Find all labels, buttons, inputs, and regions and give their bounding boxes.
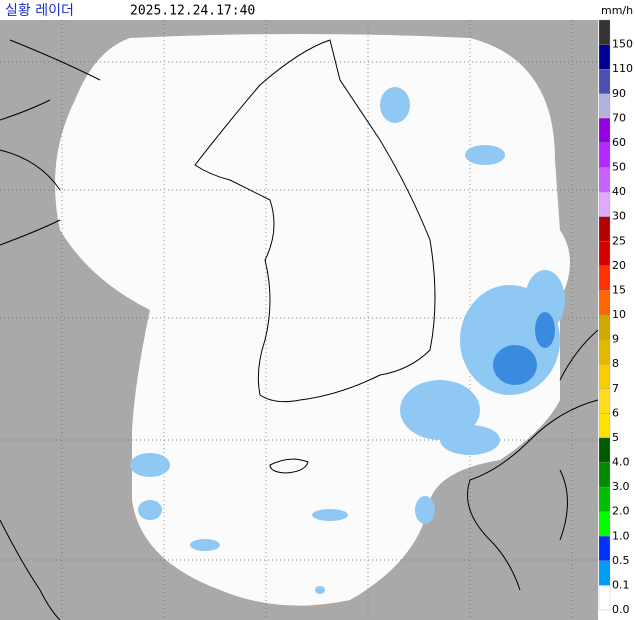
legend-swatch (598, 511, 611, 537)
legend-label: 10 (612, 308, 626, 321)
legend-label: 8 (612, 357, 619, 370)
legend-label: 0.1 (612, 578, 630, 591)
legend: 150 110 90 70 60 50 40 30 25 20 15 10 9 8 7 6 5 4.0 3.0 2.0… (598, 19, 633, 616)
legend-label: 150 (612, 38, 633, 51)
timestamp: 2025.12.24.17:40 (130, 4, 255, 19)
title: 실황 레이더 (5, 3, 74, 19)
unit: mm/h (601, 4, 633, 17)
legend-swatch (598, 486, 611, 512)
legend-swatch (598, 462, 611, 488)
legend-swatch (598, 69, 611, 94)
legend-label: 20 (612, 259, 626, 272)
legend-swatch (598, 388, 611, 414)
legend-label: 5 (612, 431, 619, 444)
legend-swatch (598, 560, 611, 586)
legend-label: 2.0 (612, 505, 630, 518)
legend-label: 40 (612, 185, 626, 198)
legend-label: 6 (612, 406, 619, 419)
legend-swatch (598, 290, 611, 316)
legend-swatch (598, 216, 611, 242)
legend-swatch (598, 142, 611, 168)
legend-label: 50 (612, 161, 626, 174)
legend-swatch (598, 536, 611, 561)
legend-label: 4.0 (612, 456, 630, 469)
legend-label: 3.0 (612, 480, 630, 493)
legend-label: 110 (612, 62, 633, 75)
legend-label: 90 (612, 87, 626, 100)
legend-swatch (598, 265, 611, 291)
legend-swatch (598, 241, 611, 266)
legend-label: 9 (612, 333, 619, 346)
legend-label: 60 (612, 136, 626, 149)
legend-swatch (598, 437, 611, 463)
precipitation (130, 87, 565, 594)
legend-swatch (598, 19, 611, 45)
coastlines (0, 39, 599, 620)
legend-swatch (598, 314, 611, 340)
legend-swatch (598, 93, 611, 119)
legend-label: 30 (612, 210, 626, 223)
map (0, 20, 599, 620)
legend-swatch (598, 339, 611, 365)
legend-swatch (598, 413, 611, 439)
header-bar (0, 0, 635, 20)
legend-swatch (598, 167, 611, 193)
legend-swatch (598, 191, 611, 217)
legend-swatch (598, 118, 611, 144)
legend-label: 15 (612, 283, 626, 296)
coverage-area (55, 34, 570, 606)
legend-swatch (598, 364, 611, 389)
legend-label: 1.0 (612, 529, 630, 542)
legend-label: 25 (612, 234, 626, 247)
legend-label: 70 (612, 111, 626, 124)
legend-label: 0.0 (612, 603, 630, 616)
legend-label: 0.5 (612, 554, 630, 567)
legend-swatch (598, 44, 611, 70)
legend-label: 7 (612, 382, 619, 395)
legend-swatch (598, 585, 611, 611)
